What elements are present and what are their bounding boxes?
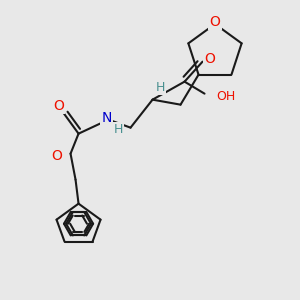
Text: H: H bbox=[114, 123, 123, 136]
Text: O: O bbox=[204, 52, 215, 66]
Text: H: H bbox=[156, 81, 165, 94]
Text: N: N bbox=[101, 111, 112, 125]
Text: O: O bbox=[53, 99, 64, 113]
Text: OH: OH bbox=[217, 90, 236, 103]
Text: O: O bbox=[210, 15, 220, 29]
Text: O: O bbox=[51, 149, 62, 163]
